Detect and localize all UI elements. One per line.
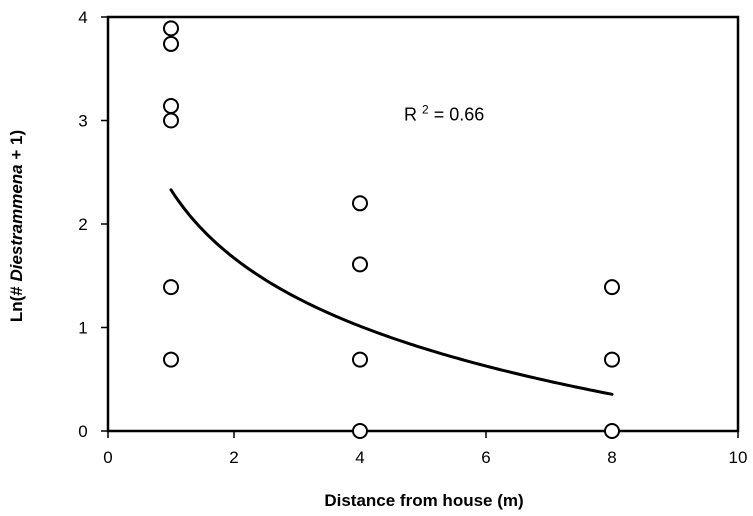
x-tick-label: 6: [481, 448, 490, 467]
x-axis-title: Distance from house (m): [324, 491, 523, 510]
data-point: [604, 279, 620, 296]
data-point: [163, 35, 179, 52]
y-tick-label: 1: [78, 319, 87, 338]
x-tick-label: 8: [607, 448, 616, 467]
y-tick-label: 4: [78, 8, 87, 27]
y-axis-title-suffix: + 1): [7, 130, 26, 165]
data-point: [604, 351, 620, 368]
r-squared-r: R: [404, 105, 417, 125]
y-tick-label: 3: [78, 112, 87, 131]
data-point: [352, 423, 368, 439]
y-axis: 0 1 2 3 4: [78, 8, 108, 441]
x-axis: 0 2 4 6 8 10: [103, 431, 747, 467]
data-point: [163, 351, 179, 368]
x-tick-label: 4: [355, 448, 364, 467]
data-point: [163, 279, 179, 296]
data-point: [604, 423, 620, 439]
r-squared-value: = 0.66: [434, 105, 485, 125]
x-tick-label: 2: [229, 448, 238, 467]
x-tick-label: 0: [103, 448, 112, 467]
data-points: [163, 20, 620, 439]
data-point: [163, 20, 179, 37]
r-squared-exponent: 2: [422, 103, 429, 117]
data-point: [352, 256, 368, 273]
trendline-layer: [169, 188, 614, 396]
y-axis-title: Ln(# Diestrammena + 1): [7, 130, 26, 322]
logarithmic-trendline: [169, 188, 614, 396]
x-tick-label: 10: [729, 448, 748, 467]
y-axis-title-prefix: Ln(#: [7, 282, 26, 323]
y-axis-title-italic: Diestrammena: [7, 164, 26, 281]
data-point: [163, 112, 179, 129]
y-tick-label: 2: [78, 215, 87, 234]
data-point: [163, 98, 179, 115]
data-point: [352, 195, 368, 212]
r-squared-annotation: R 2 = 0.66: [404, 98, 484, 125]
data-point: [352, 351, 368, 368]
y-tick-label: 0: [78, 422, 87, 441]
